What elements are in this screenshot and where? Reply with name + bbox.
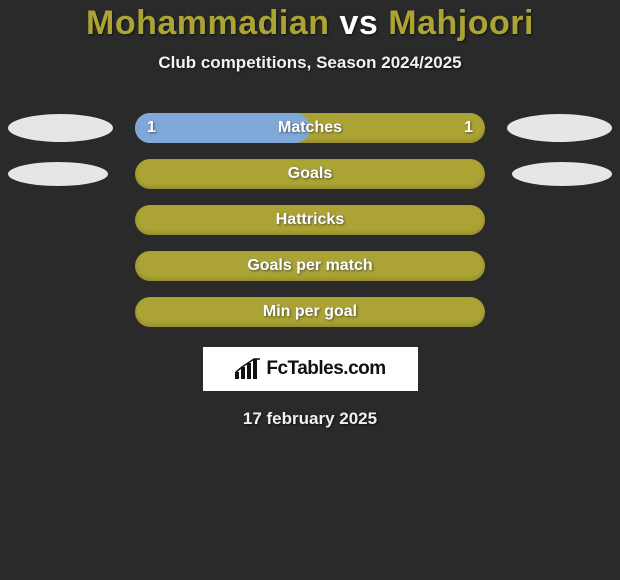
bars-icon [234, 358, 262, 380]
side-pill-left [8, 162, 108, 186]
stat-label: Min per goal [263, 303, 357, 321]
stat-rows: Matches 1 1 Goals Hattricks Goals per match Mi… [0, 113, 620, 327]
comparison-infographic: Mohammadian vs Mahjoori Club competition… [0, 0, 620, 429]
branding-text: FcTables.com [266, 358, 385, 380]
page-title: Mohammadian vs Mahjoori [86, 4, 534, 43]
date-label: 17 february 2025 [243, 409, 377, 429]
stat-row-matches: Matches 1 1 [0, 113, 620, 143]
side-pill-right [512, 162, 612, 186]
stat-bar: Matches 1 1 [135, 113, 485, 143]
stat-bar: Hattricks [135, 205, 485, 235]
branding-box: FcTables.com [203, 347, 418, 391]
stat-row-hattricks: Hattricks [0, 205, 620, 235]
title-vs: vs [340, 4, 379, 42]
stat-value-right: 1 [464, 119, 473, 137]
stat-row-goals: Goals [0, 159, 620, 189]
stat-bar: Min per goal [135, 297, 485, 327]
side-pill-right [507, 114, 612, 142]
stat-value-left: 1 [147, 119, 156, 137]
stat-label: Goals per match [247, 257, 372, 275]
stat-row-goals-per-match: Goals per match [0, 251, 620, 281]
title-player2: Mahjoori [388, 4, 534, 42]
stat-label: Hattricks [276, 211, 344, 229]
side-pill-left [8, 114, 113, 142]
stat-row-min-per-goal: Min per goal [0, 297, 620, 327]
stat-label: Matches [278, 119, 342, 137]
stat-bar: Goals [135, 159, 485, 189]
title-player1: Mohammadian [86, 4, 330, 42]
stat-bar: Goals per match [135, 251, 485, 281]
subtitle: Club competitions, Season 2024/2025 [158, 53, 461, 73]
stat-label: Goals [288, 165, 332, 183]
